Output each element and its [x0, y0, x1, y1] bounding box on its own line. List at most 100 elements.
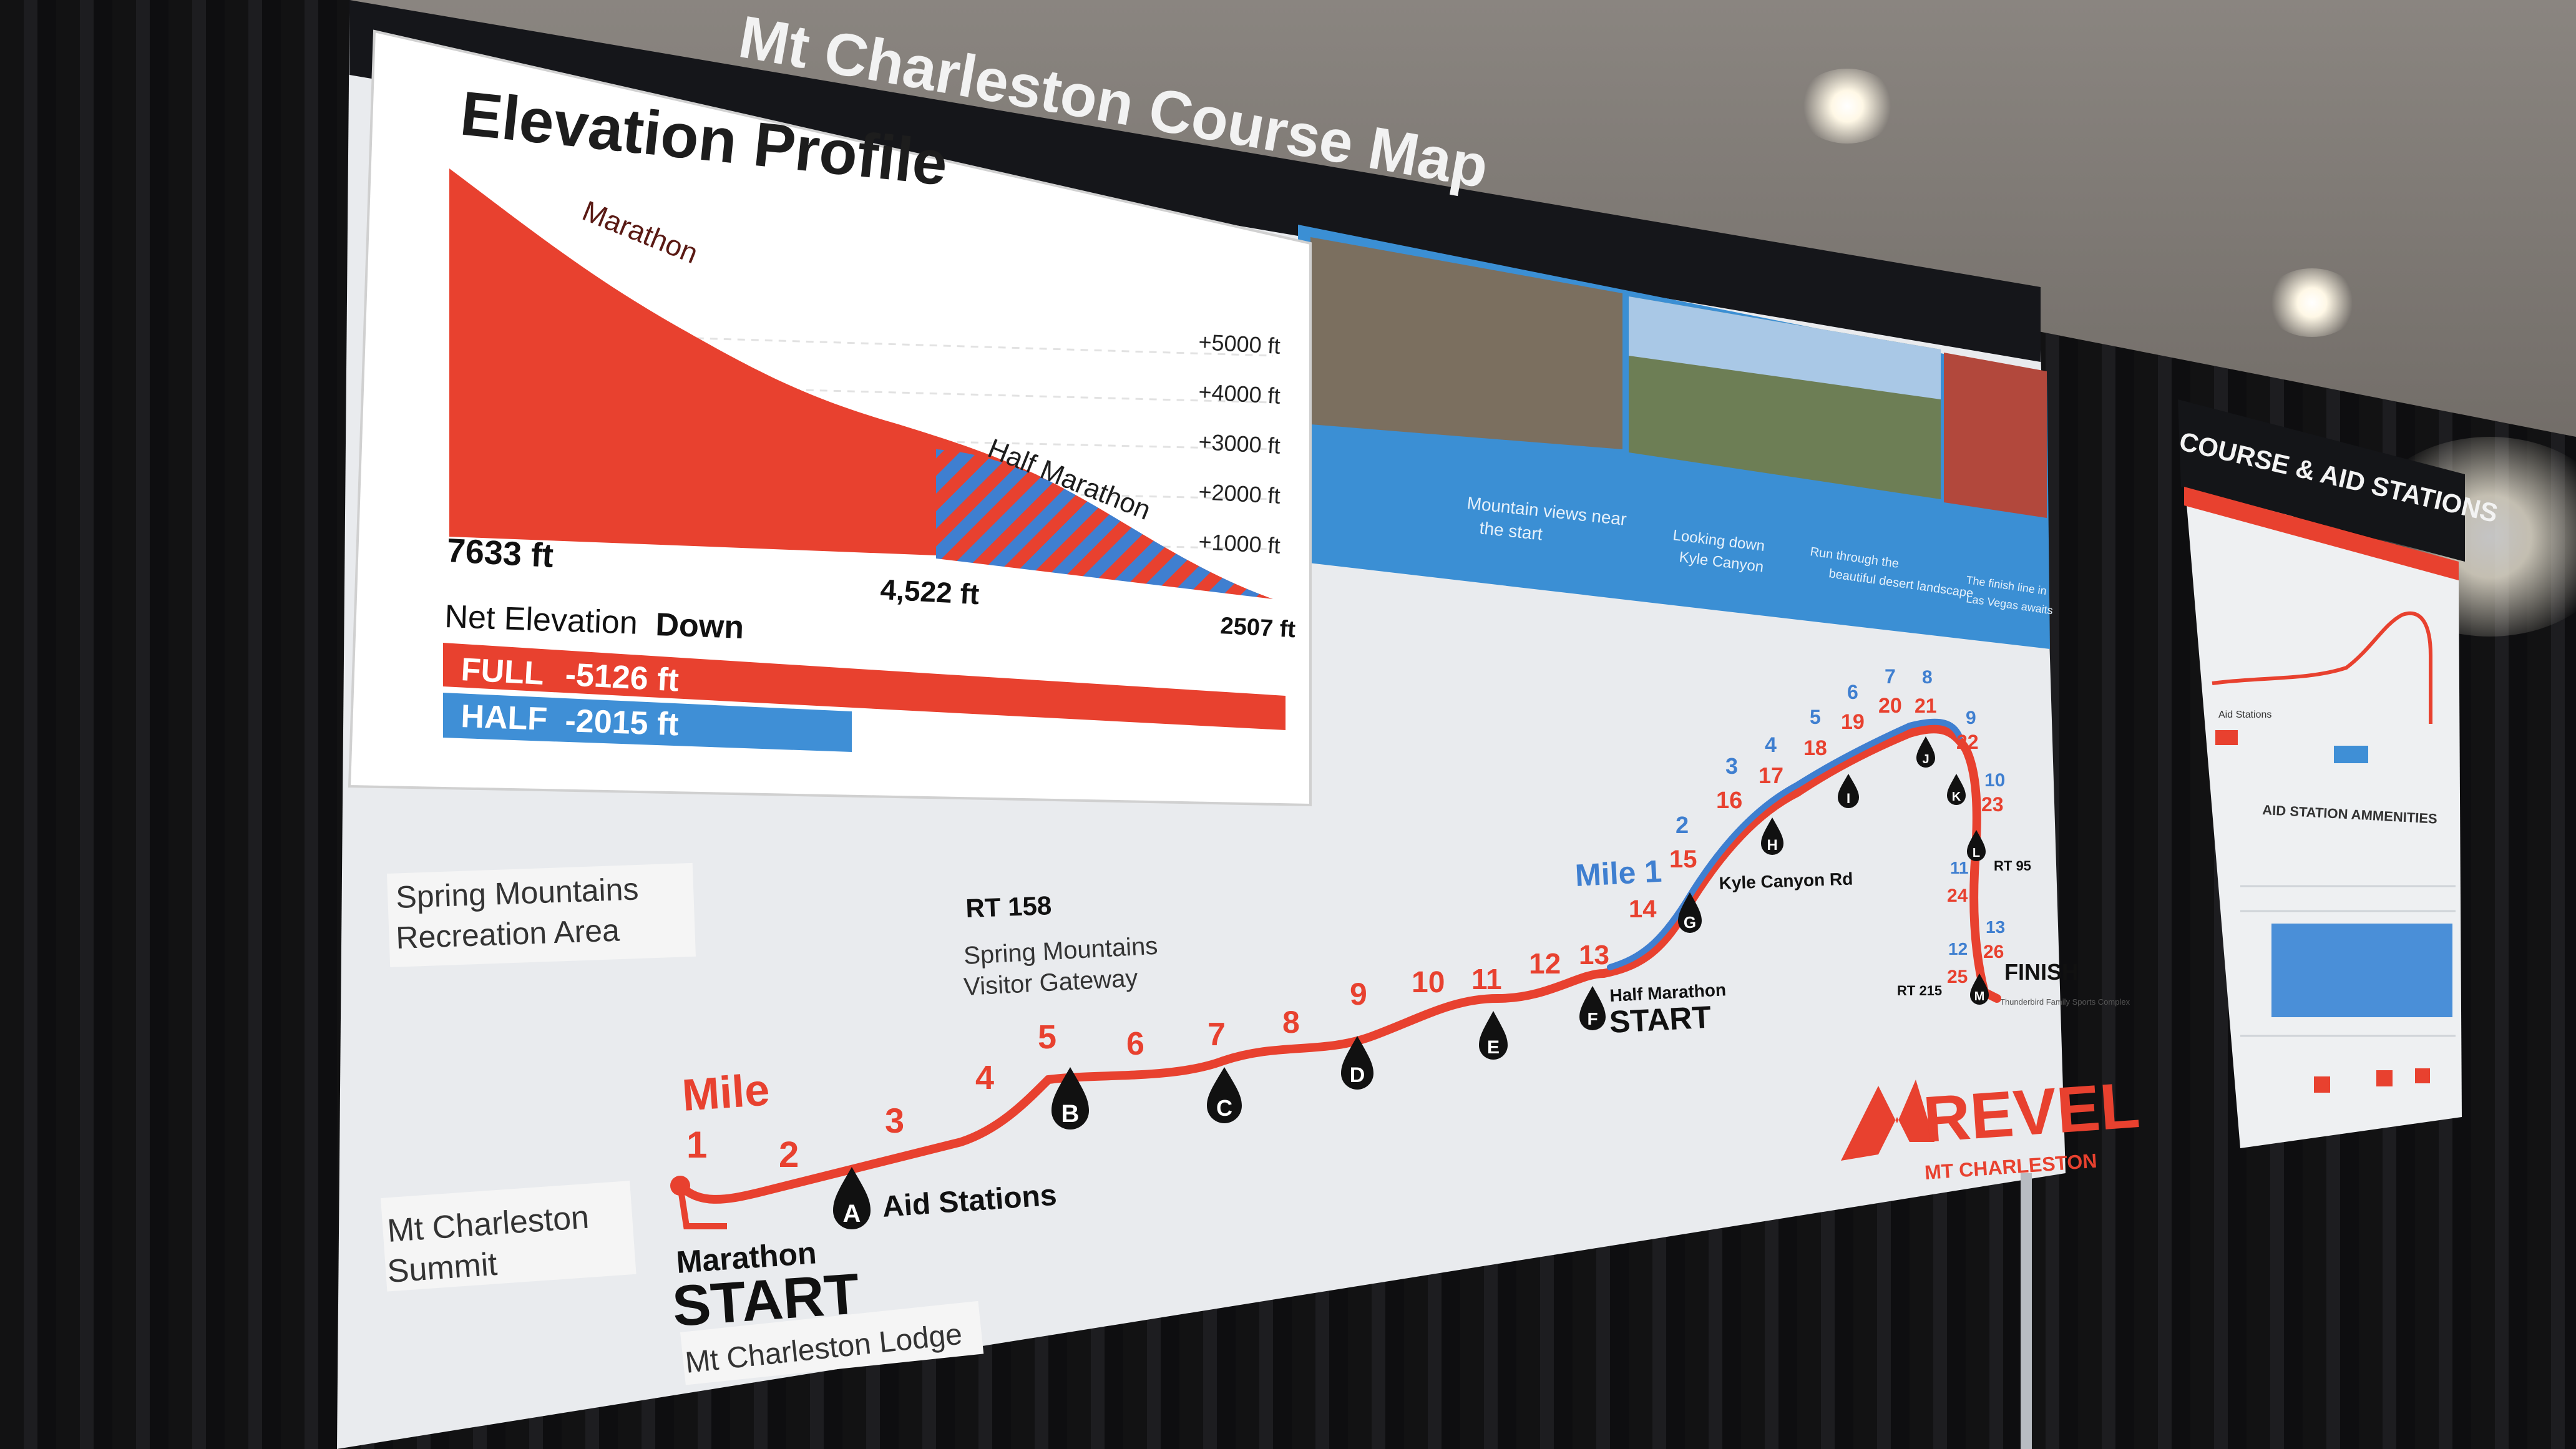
side-sign-route	[2212, 611, 2432, 724]
aid-drop	[1838, 774, 1859, 808]
aid-drop	[1479, 1011, 1508, 1060]
half-mile-marker: 12	[1948, 939, 1968, 959]
photo-finish	[1944, 353, 2047, 518]
amenities-grid	[2271, 924, 2452, 1017]
label-box	[387, 862, 696, 967]
aid-letter: B	[1061, 1100, 1080, 1128]
banner-pole	[2021, 1173, 2032, 1449]
finish-elevation: 2507 ft	[1220, 613, 1297, 643]
rt215-label: RT 215	[1897, 983, 1942, 998]
kyle-canyon-label: Kyle Canyon Rd	[1719, 869, 1853, 893]
mile-marker: 11	[1471, 963, 1502, 995]
aid-letter: G	[1684, 913, 1696, 932]
finish-label: FINISH	[2004, 959, 2078, 985]
half-mile-marker: 3	[1725, 753, 1738, 779]
half-value: -2015 ft	[565, 703, 680, 743]
summit-label-2: Summit	[386, 1246, 499, 1290]
mile-marker: 19	[1841, 710, 1865, 734]
net-elevation: Net Elevation Down FULL -5126 ft HALF -2…	[443, 598, 1286, 752]
mile-marker: 18	[1803, 736, 1827, 760]
mile-marker: 20	[1878, 694, 1902, 718]
half-label: HALF	[461, 698, 549, 738]
mile-marker: 22	[1956, 731, 1979, 753]
brand-name: REVEL	[1921, 1069, 2142, 1156]
mile-marker: 8	[1282, 1005, 1300, 1040]
revel-logo-mark	[1841, 1080, 1934, 1161]
aid-drop	[1341, 1036, 1373, 1090]
aid-drop	[1967, 830, 1986, 861]
aid-drop	[1947, 774, 1966, 805]
medical-cross-icon	[2415, 1068, 2430, 1083]
aid-letter: C	[1216, 1095, 1232, 1121]
half-mile-marker: 2	[1676, 812, 1689, 839]
mile-marker: 5	[1038, 1018, 1056, 1056]
half-mile-marker: 10	[1984, 770, 2005, 791]
aid-letter: F	[1587, 1009, 1598, 1028]
aid-drop	[1761, 817, 1783, 855]
area-label-1: Spring Mountains	[395, 871, 639, 915]
banner-header-strip	[349, 0, 2041, 362]
photo-runners	[1310, 237, 1622, 449]
aid-letter: L	[1973, 846, 1980, 860]
mile-marker: 17	[1759, 763, 1783, 788]
net-elevation-label-bold: Down	[655, 607, 744, 646]
aid-drop	[1051, 1067, 1089, 1129]
aid-letter: A	[843, 1200, 861, 1227]
half-mile-markers: 2 3 4 5 6 7 8 9 10 11 12 13	[1676, 665, 2005, 959]
half-mile-marker: 4	[1765, 733, 1777, 757]
photo-sky	[1629, 296, 1941, 399]
half-drop-bar	[443, 693, 852, 752]
aid-drop	[1678, 892, 1702, 933]
mile-marker: 12	[1529, 947, 1561, 980]
mile-marker: 26	[1983, 942, 2004, 962]
mile-marker: 1	[686, 1124, 707, 1166]
aid-letter: D	[1350, 1063, 1365, 1087]
mile-marker: 16	[1716, 788, 1742, 814]
marathon-route	[676, 724, 2001, 1204]
aid-letter: M	[1974, 990, 1985, 1003]
half-mile-marker: 6	[1847, 681, 1858, 703]
y-tick: +4000 ft	[1198, 379, 1281, 409]
side-sign-table	[2240, 885, 2456, 1093]
start-elevation: 7633 ft	[446, 532, 554, 575]
ceiling-light	[2265, 268, 2359, 337]
full-value: -5126 ft	[564, 656, 680, 698]
aid-drop	[1970, 973, 1989, 1005]
label-box	[381, 1181, 637, 1292]
mile-marker: 3	[885, 1101, 904, 1140]
mile-marker: 15	[1669, 846, 1697, 873]
aid-drop	[1916, 736, 1935, 768]
rt95-label: RT 95	[1994, 858, 2031, 874]
aid-letter: I	[1847, 791, 1850, 806]
y-tick: +1000 ft	[1198, 529, 1281, 559]
area-label-2: Recreation Area	[395, 913, 620, 955]
y-tick: +3000 ft	[1198, 429, 1281, 459]
label-box	[680, 1300, 984, 1385]
half-marathon-elevation-area	[936, 449, 1273, 599]
mile-marker: 6	[1126, 1026, 1144, 1062]
ceiling-light	[1797, 69, 1897, 144]
half-mile-marker: 8	[1922, 667, 1933, 688]
half-mile-label: Mile 1	[1574, 854, 1663, 893]
aid-drop	[833, 1167, 871, 1229]
full-drop-bar	[443, 643, 1286, 730]
mile-marker: 21	[1915, 695, 1937, 717]
mile-marker: 24	[1947, 886, 1968, 906]
mile-marker: 23	[1981, 793, 2004, 816]
full-label: FULL	[460, 651, 545, 692]
finish-sub: Thunderbird Family Sports Complex	[2000, 997, 2130, 1007]
side-sign-half-legend	[2334, 746, 2368, 763]
half-mile-marker: 7	[1885, 665, 1896, 688]
mile-marker: 7	[1208, 1017, 1226, 1053]
start-loop	[677, 1185, 727, 1229]
half-mile-marker: 13	[1986, 917, 2005, 937]
aid-letter: J	[1922, 753, 1929, 766]
mile-marker: 25	[1947, 967, 1968, 987]
side-sign-aid-legend: Aid Stations	[2218, 710, 2271, 720]
net-elevation-label: Net Elevation	[444, 598, 638, 642]
rt158-label: RT 158	[965, 890, 1052, 923]
side-sign-full-legend	[2215, 730, 2238, 745]
mile-marker: 9	[1350, 977, 1367, 1012]
mile-marker: 2	[779, 1134, 799, 1175]
